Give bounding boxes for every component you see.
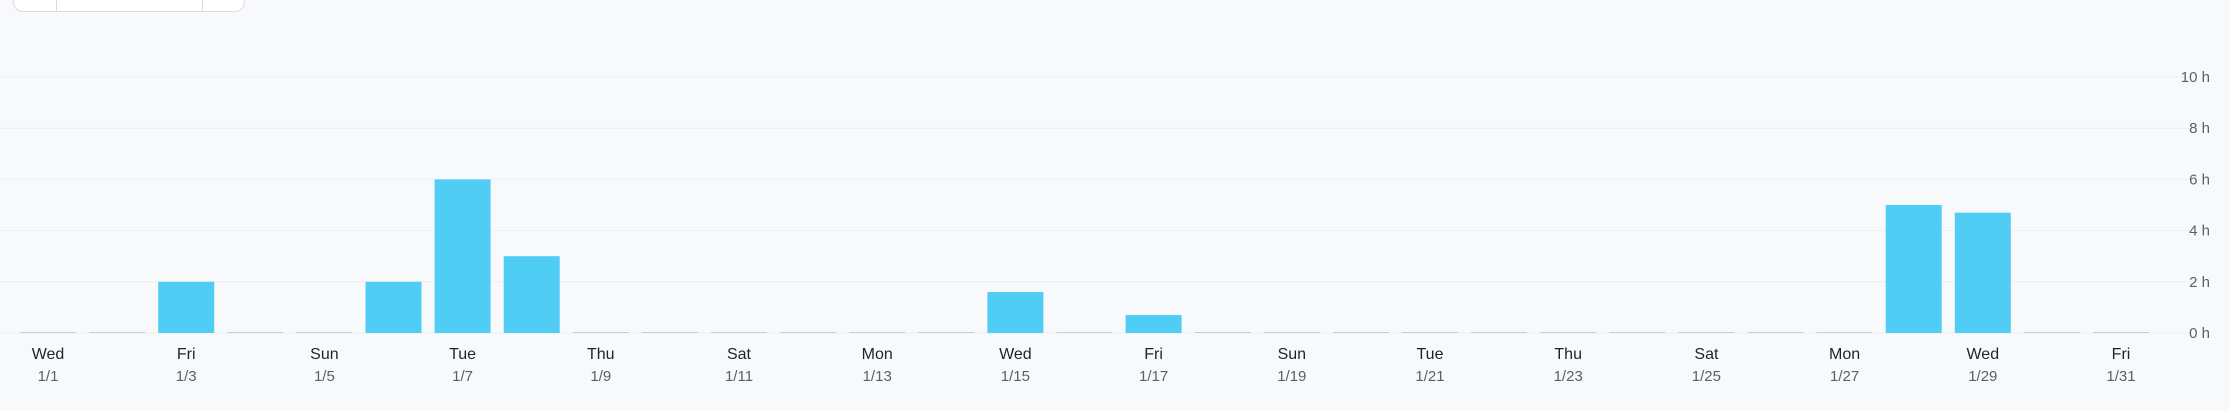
x-tick-date: 1/21 [1415, 368, 1444, 385]
x-tick-date: 1/11 [725, 368, 753, 385]
x-tick-day: Mon [1829, 346, 1860, 363]
bar[interactable] [1885, 205, 1942, 333]
bar[interactable] [572, 332, 629, 333]
x-tick-day: Thu [1554, 346, 1582, 363]
y-tick-label: 6 h [2189, 171, 2210, 188]
x-tick-day: Wed [1966, 346, 1999, 363]
bar[interactable] [1263, 332, 1320, 333]
x-tick-day: Mon [862, 346, 893, 363]
bar[interactable] [2023, 332, 2080, 333]
bar[interactable] [1332, 332, 1389, 333]
bar[interactable] [1540, 332, 1597, 333]
x-tick-date: 1/17 [1139, 368, 1168, 385]
x-tick-day: Fri [177, 346, 196, 363]
bar[interactable] [1816, 332, 1873, 333]
x-tick-date: 1/29 [1968, 368, 1997, 385]
x-tick-date: 1/27 [1830, 368, 1859, 385]
x-tick-date: 1/3 [176, 368, 197, 385]
x-tick-day: Sun [1278, 346, 1306, 363]
bar[interactable] [1471, 332, 1528, 333]
bar[interactable] [1194, 332, 1251, 333]
x-tick-date: 1/31 [2106, 368, 2135, 385]
bar[interactable] [711, 332, 767, 333]
bar[interactable] [158, 281, 215, 333]
x-tick-day: Wed [999, 346, 1032, 363]
x-tick-day: Fri [1144, 346, 1163, 363]
x-tick-date: 1/1 [38, 368, 59, 385]
bar[interactable] [1402, 332, 1458, 333]
x-tick-date: 1/7 [452, 368, 473, 385]
bar[interactable] [296, 332, 353, 333]
bar[interactable] [849, 332, 906, 333]
x-tick-date: 1/9 [590, 368, 611, 385]
x-tick-date: 1/19 [1277, 368, 1306, 385]
x-tick-date: 1/13 [863, 368, 892, 385]
bar[interactable] [987, 292, 1044, 333]
bar[interactable] [1056, 332, 1113, 333]
y-tick-label: 4 h [2189, 223, 2210, 240]
x-tick-date: 1/25 [1692, 368, 1721, 385]
bar[interactable] [503, 256, 560, 333]
date-range-divider [56, 0, 57, 11]
bar[interactable] [2093, 332, 2149, 333]
bar[interactable] [641, 332, 698, 333]
y-axis-ticks: 0 h 2 h 4 h 6 h 8 h 10 h [2181, 69, 2210, 342]
bar[interactable] [89, 332, 146, 333]
x-tick-day: Sat [727, 346, 752, 363]
x-tick-day: Sun [310, 346, 338, 363]
x-tick-day: Fri [2112, 346, 2131, 363]
y-tick-label: 2 h [2189, 274, 2210, 291]
bar[interactable] [1678, 332, 1735, 333]
x-tick-day: Thu [587, 346, 615, 363]
x-tick-day: Tue [449, 346, 476, 363]
bar[interactable] [780, 332, 837, 333]
grid-lines [0, 76, 2190, 334]
x-tick-day: Tue [1417, 346, 1444, 363]
x-axis-ticks: Wed 1/1 Fri 1/3 Sun 1/5 Tue 1/7 Thu 1/9 Sat 1/11 Mon… [32, 346, 2136, 385]
bar[interactable] [434, 179, 491, 333]
bar[interactable] [365, 281, 422, 333]
y-tick-label: 0 h [2189, 325, 2210, 342]
bar[interactable] [227, 332, 284, 333]
x-tick-day: Wed [32, 346, 65, 363]
x-tick-date: 1/23 [1554, 368, 1583, 385]
bar[interactable] [918, 332, 975, 333]
bar[interactable] [1747, 332, 1804, 333]
bar[interactable] [20, 332, 76, 333]
y-tick-label: 8 h [2189, 120, 2210, 137]
x-tick-date: 1/5 [314, 368, 335, 385]
bar[interactable] [1954, 212, 2011, 333]
bar[interactable] [1125, 315, 1182, 333]
bars [20, 179, 2149, 333]
x-tick-day: Sat [1694, 346, 1719, 363]
x-tick-date: 1/15 [1001, 368, 1030, 385]
y-tick-label: 10 h [2181, 69, 2210, 86]
bar[interactable] [1609, 332, 1666, 333]
date-range-divider [202, 0, 203, 11]
